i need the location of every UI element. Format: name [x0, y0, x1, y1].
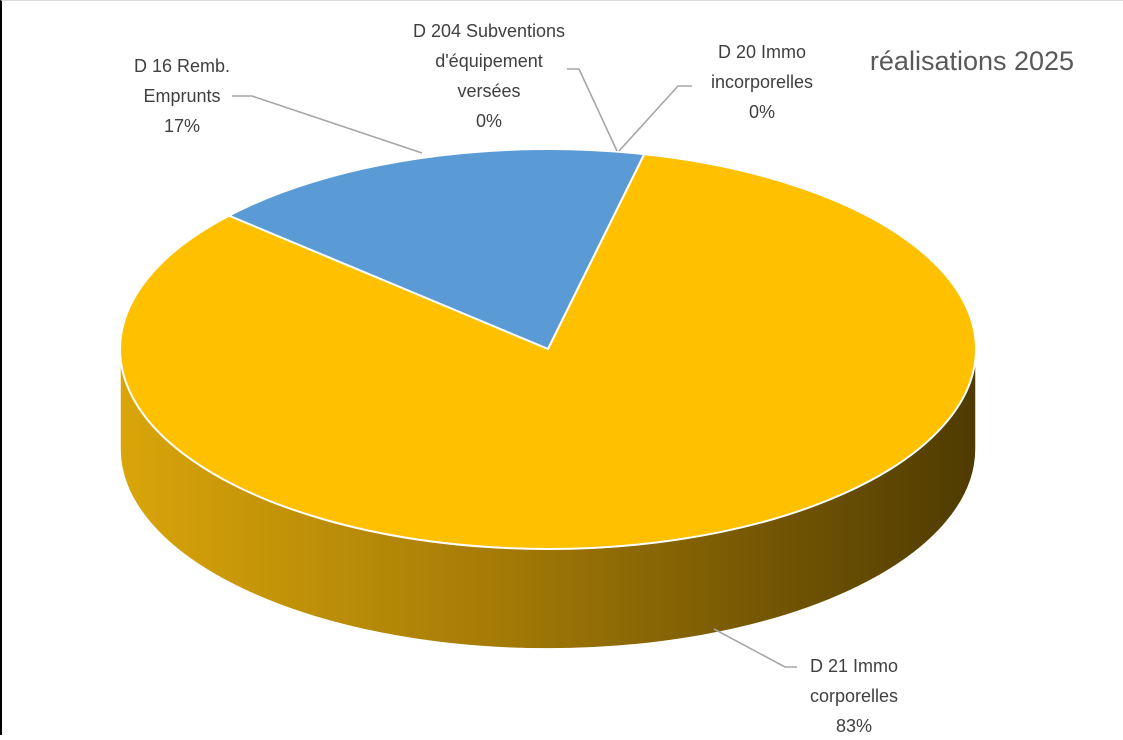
label-line: D 204 Subventions	[413, 21, 565, 41]
label-line: incorporelles	[711, 72, 813, 92]
leader-line-d16	[232, 95, 423, 154]
label-percent: 83%	[836, 716, 872, 735]
data-label-d21: D 21 Immo corporelles 83%	[810, 656, 898, 736]
leader-line-d204	[567, 68, 618, 152]
data-label-d20: D 20 Immo incorporelles 0%	[711, 42, 813, 122]
label-percent: 0%	[476, 111, 502, 131]
label-line: d'équipement	[435, 51, 543, 71]
label-line: D 21 Immo	[810, 656, 898, 676]
label-percent: 0%	[749, 102, 775, 122]
label-line: corporelles	[810, 686, 898, 706]
data-label-d204: D 204 Subventions d'équipement versées 0…	[413, 21, 565, 131]
label-line: D 20 Immo	[718, 42, 806, 62]
label-line: D 16 Remb.	[134, 56, 230, 76]
leader-line-d20	[618, 85, 692, 152]
label-percent: 17%	[164, 116, 200, 136]
leader-line-d21	[713, 628, 797, 668]
pie-slice-3	[119, 153, 977, 550]
label-line: Emprunts	[143, 86, 220, 106]
pie-slice-0	[226, 148, 646, 351]
label-line: versées	[457, 81, 520, 101]
chart-title: réalisations 2025	[870, 46, 1074, 76]
data-label-d16: D 16 Remb. Emprunts 17%	[134, 56, 230, 136]
